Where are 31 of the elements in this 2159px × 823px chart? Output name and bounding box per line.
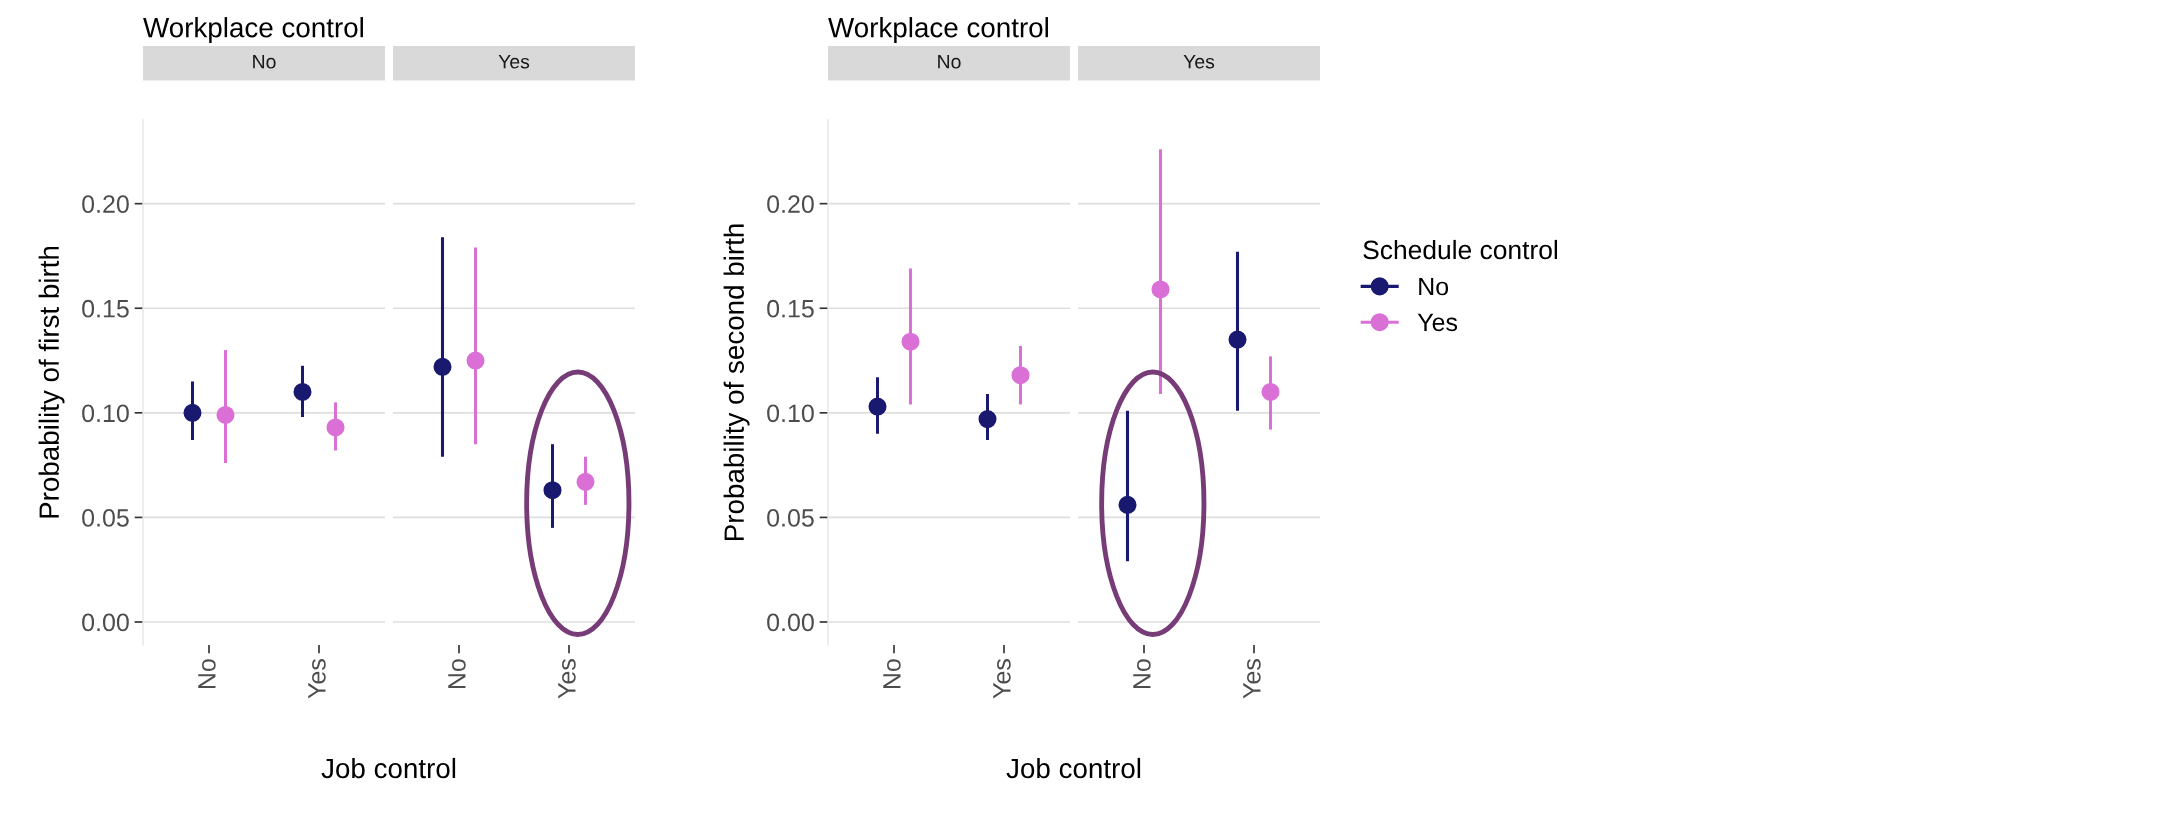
x-tick-label: Yes (308, 659, 326, 699)
x-tick-label: No (198, 659, 216, 689)
text: No (253, 54, 276, 69)
y-tick-label: 0.00 (767, 613, 814, 632)
text: Yes (1183, 54, 1215, 69)
x-tick-label: No (448, 659, 466, 689)
y-tick-label: 0.05 (82, 509, 129, 527)
x-axis-title: Job control (1006, 757, 1141, 779)
y-tick-label: 0.10 (767, 404, 814, 423)
y-tick-label: 0.05 (767, 509, 814, 527)
x-tick-label: Yes (993, 659, 1011, 699)
x-tick-label: No (883, 659, 901, 689)
chart-title: Workplace control (828, 17, 1048, 43)
y-tick-label: 0.00 (82, 613, 129, 632)
x-axis-title: Job control (321, 757, 456, 779)
y-tick-label: 0.20 (82, 195, 129, 213)
chart-title: Workplace control (143, 17, 363, 43)
legend-title: Schedule control (1363, 239, 1557, 260)
x-tick-label: Yes (1243, 659, 1261, 699)
legend-label: No (1419, 277, 1449, 296)
text: No (938, 54, 961, 69)
y-tick-label: 0.15 (767, 299, 814, 318)
legend-label: Yes (1417, 313, 1458, 332)
y-axis-title: Probability of first birth (38, 246, 65, 518)
text: Yes (498, 54, 530, 69)
y-tick-label: 0.15 (82, 299, 129, 318)
y-axis-title: Probability of second birth (723, 224, 750, 541)
y-tick-label: 0.10 (82, 404, 129, 423)
x-tick-label: No (1133, 659, 1151, 689)
x-tick-label: Yes (558, 659, 576, 699)
y-tick-label: 0.20 (767, 195, 814, 213)
